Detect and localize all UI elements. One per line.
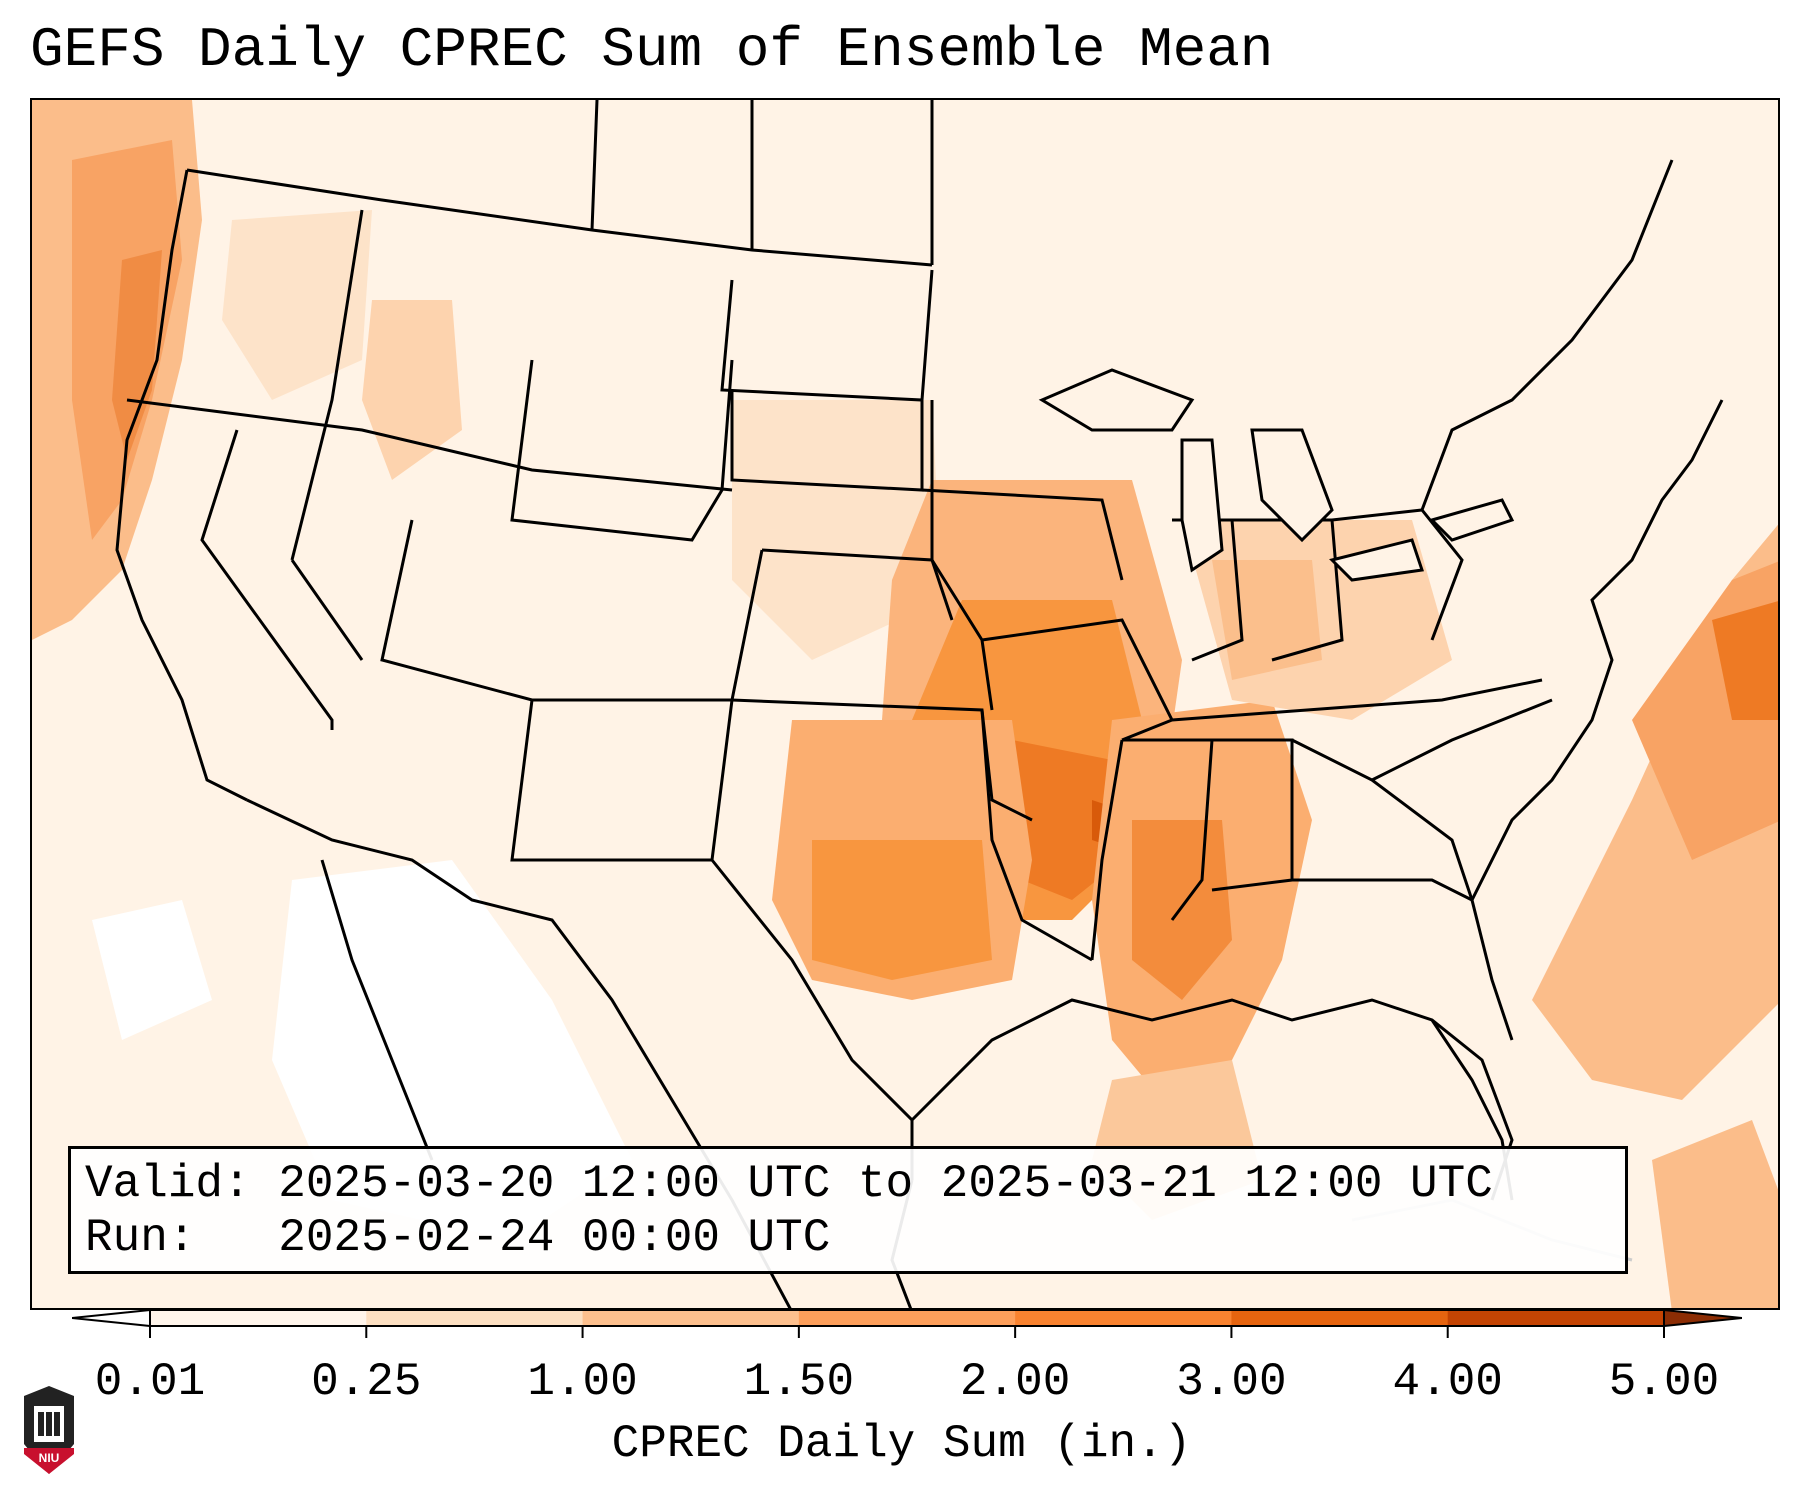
colorbar-segment (582, 1310, 800, 1326)
colorbar-under-arrow (72, 1310, 151, 1328)
valid-run-info-box: Valid: 2025-03-20 12:00 UTC to 2025-03-2… (68, 1146, 1628, 1274)
colorbar-over-arrow (1663, 1310, 1742, 1328)
colorbar-tick-label: 4.00 (1392, 1356, 1503, 1408)
colorbar-segment (1447, 1310, 1665, 1326)
precip-shading (32, 100, 1778, 1308)
precipitation-map (30, 98, 1780, 1310)
run-value: 2025-02-24 00:00 UTC (278, 1212, 831, 1264)
valid-value: 2025-03-20 12:00 UTC to 2025-03-21 12:00… (278, 1158, 1493, 1210)
valid-label: Valid: (85, 1158, 251, 1210)
colorbar-segment (1231, 1310, 1449, 1326)
colorbar-tick-label: 1.50 (743, 1356, 855, 1408)
run-label: Run: (85, 1212, 196, 1264)
colorbar-segments (150, 1310, 1665, 1326)
colorbar (72, 1310, 1742, 1338)
colorbar-outline (149, 1310, 1665, 1327)
logo-text: NIU (39, 1451, 60, 1465)
colorbar-tick-label: 5.00 (1608, 1356, 1720, 1408)
colorbar-segment (798, 1310, 1016, 1326)
map-canvas (32, 100, 1778, 1308)
state-borders (115, 100, 1724, 1308)
niu-seal-icon: NIU (24, 1386, 74, 1474)
great-lakes (1038, 368, 1515, 582)
map-title: GEFS Daily CPREC Sum of Ensemble Mean (30, 18, 1274, 82)
colorbar-tick-label: 2.00 (959, 1356, 1071, 1408)
colorbar-segment (150, 1310, 367, 1326)
colorbar-segment (366, 1310, 584, 1326)
colorbar-tick-label: 3.00 (1176, 1356, 1287, 1408)
colorbar-label: CPREC Daily Sum (in.) (611, 1418, 1192, 1470)
colorbar-tick-label: 0.25 (311, 1356, 422, 1408)
colorbar-segment (1015, 1310, 1232, 1326)
colorbar-tick-label: 0.01 (94, 1356, 206, 1408)
colorbar-ticks (149, 1326, 1665, 1338)
colorbar-tick-label: 1.00 (527, 1356, 638, 1408)
